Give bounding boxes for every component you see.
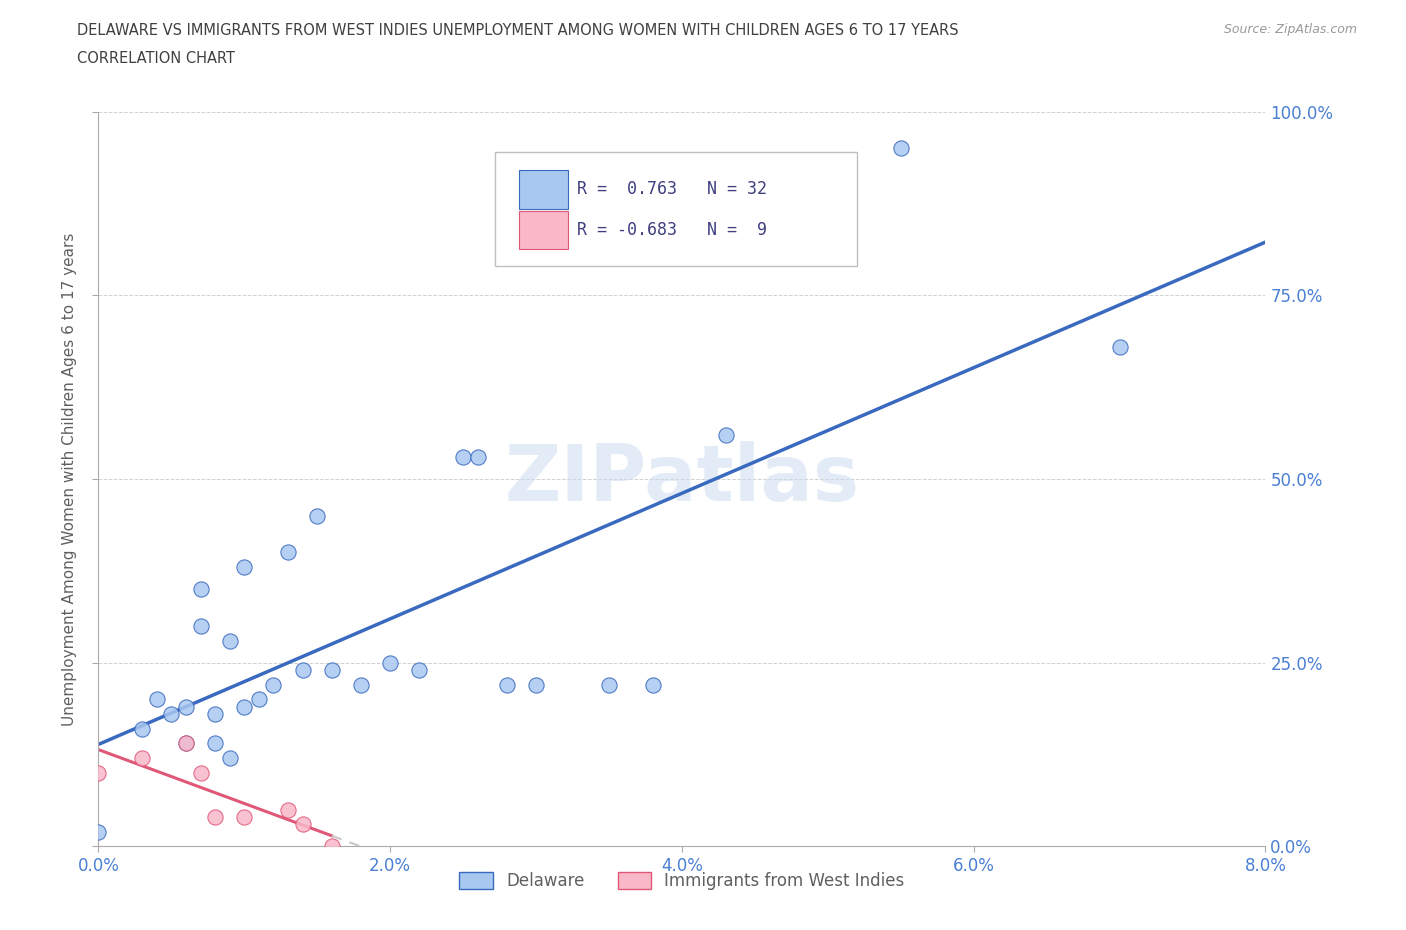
Point: [598, 677, 620, 692]
Text: ZIPatlas: ZIPatlas: [505, 441, 859, 517]
Text: R = -0.683   N =  9: R = -0.683 N = 9: [576, 221, 766, 239]
FancyBboxPatch shape: [519, 170, 568, 208]
FancyBboxPatch shape: [519, 211, 568, 249]
Point: [233, 699, 256, 714]
Text: CORRELATION CHART: CORRELATION CHART: [77, 51, 235, 66]
Point: [131, 751, 153, 765]
Y-axis label: Unemployment Among Women with Children Ages 6 to 17 years: Unemployment Among Women with Children A…: [62, 232, 77, 725]
Point: [277, 545, 299, 560]
Text: Source: ZipAtlas.com: Source: ZipAtlas.com: [1223, 23, 1357, 36]
Point: [204, 809, 226, 824]
Point: [890, 141, 912, 156]
Point: [321, 662, 343, 677]
Text: DELAWARE VS IMMIGRANTS FROM WEST INDIES UNEMPLOYMENT AMONG WOMEN WITH CHILDREN A: DELAWARE VS IMMIGRANTS FROM WEST INDIES …: [77, 23, 959, 38]
Point: [350, 677, 373, 692]
Point: [233, 560, 256, 575]
Point: [160, 707, 183, 722]
Point: [451, 449, 474, 464]
Point: [190, 582, 212, 597]
Point: [291, 817, 314, 831]
Point: [247, 692, 270, 707]
Point: [1108, 339, 1130, 354]
Point: [233, 809, 256, 824]
Point: [307, 508, 329, 523]
Point: [204, 736, 226, 751]
Point: [131, 722, 153, 737]
Point: [714, 428, 737, 443]
Point: [190, 618, 212, 633]
FancyBboxPatch shape: [495, 152, 856, 266]
Point: [87, 765, 110, 780]
Point: [467, 449, 489, 464]
Point: [204, 707, 226, 722]
Point: [218, 751, 240, 765]
Point: [408, 662, 430, 677]
Point: [174, 699, 197, 714]
Point: [87, 824, 110, 839]
Text: R =  0.763   N = 32: R = 0.763 N = 32: [576, 180, 766, 198]
Point: [291, 662, 314, 677]
Point: [174, 736, 197, 751]
Point: [262, 677, 284, 692]
Point: [174, 736, 197, 751]
Point: [321, 839, 343, 854]
Point: [146, 692, 169, 707]
Point: [277, 802, 299, 817]
Legend: Delaware, Immigrants from West Indies: Delaware, Immigrants from West Indies: [453, 865, 911, 897]
Point: [496, 677, 519, 692]
Point: [380, 656, 402, 671]
Point: [218, 633, 240, 648]
Point: [641, 677, 664, 692]
Point: [524, 677, 547, 692]
Point: [190, 765, 212, 780]
